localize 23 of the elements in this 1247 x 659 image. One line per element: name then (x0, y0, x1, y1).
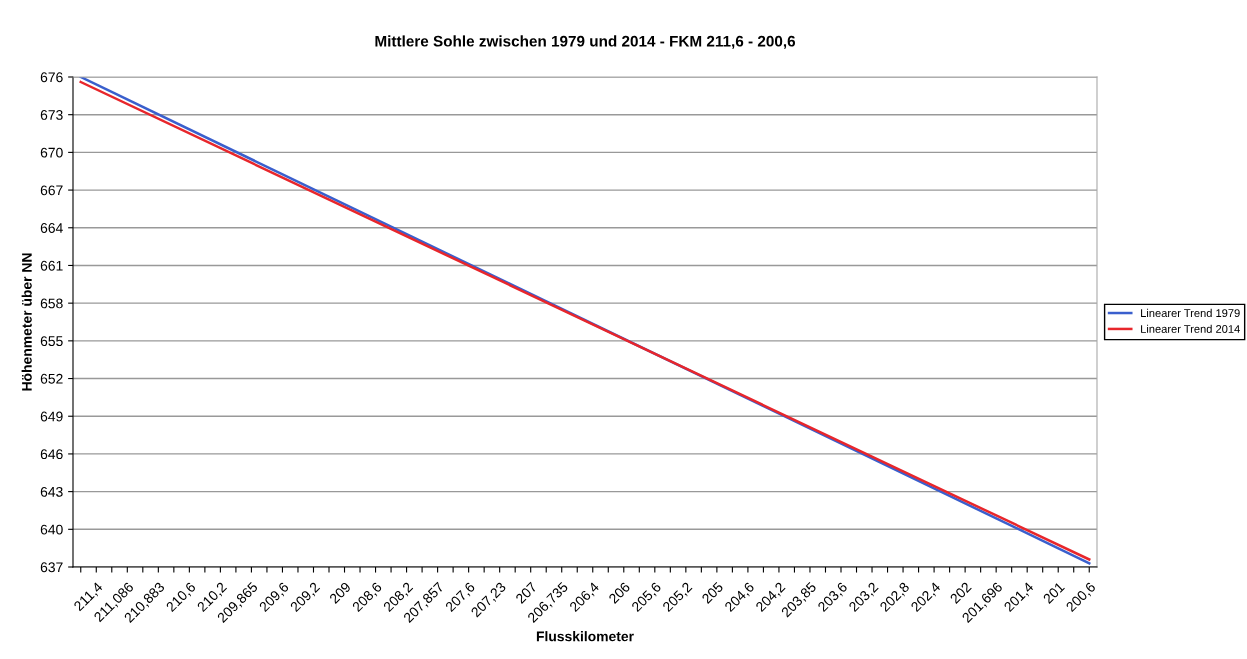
y-tick-label: 646 (40, 449, 63, 460)
y-tick-label: 643 (40, 486, 63, 497)
x-tick-label: 205 (701, 581, 724, 604)
y-tick-label: 637 (40, 562, 63, 573)
y-tick-label: 661 (40, 260, 63, 271)
y-tick-label: 673 (40, 110, 63, 120)
legend-label: Linearer Trend 1979 (1141, 308, 1240, 318)
y-tick-label: 664 (40, 223, 63, 233)
y-tick-label: 667 (40, 185, 63, 196)
y-tick-label: 640 (40, 524, 63, 535)
x-tick-label: 206 (608, 581, 631, 604)
chart-title: Mittlere Sohle zwischen 1979 und 2014 - FKM 211,6 - 200,6 (375, 35, 796, 49)
y-tick-label: 670 (40, 147, 63, 158)
y-tick-label: 676 (40, 72, 63, 83)
legend-label: Linearer Trend 2014 (1141, 324, 1240, 333)
x-tick-label: 209 (328, 581, 352, 604)
x-axis-title: Flusskilometer (536, 631, 634, 642)
y-tick-label: 649 (40, 411, 63, 422)
y-tick-label: 652 (40, 373, 63, 384)
y-tick-label: 655 (40, 336, 63, 347)
y-tick-label: 658 (40, 298, 63, 309)
x-tick-label: 201 (1042, 581, 1065, 604)
y-axis-title: Höhenmeter über NN (21, 253, 32, 391)
